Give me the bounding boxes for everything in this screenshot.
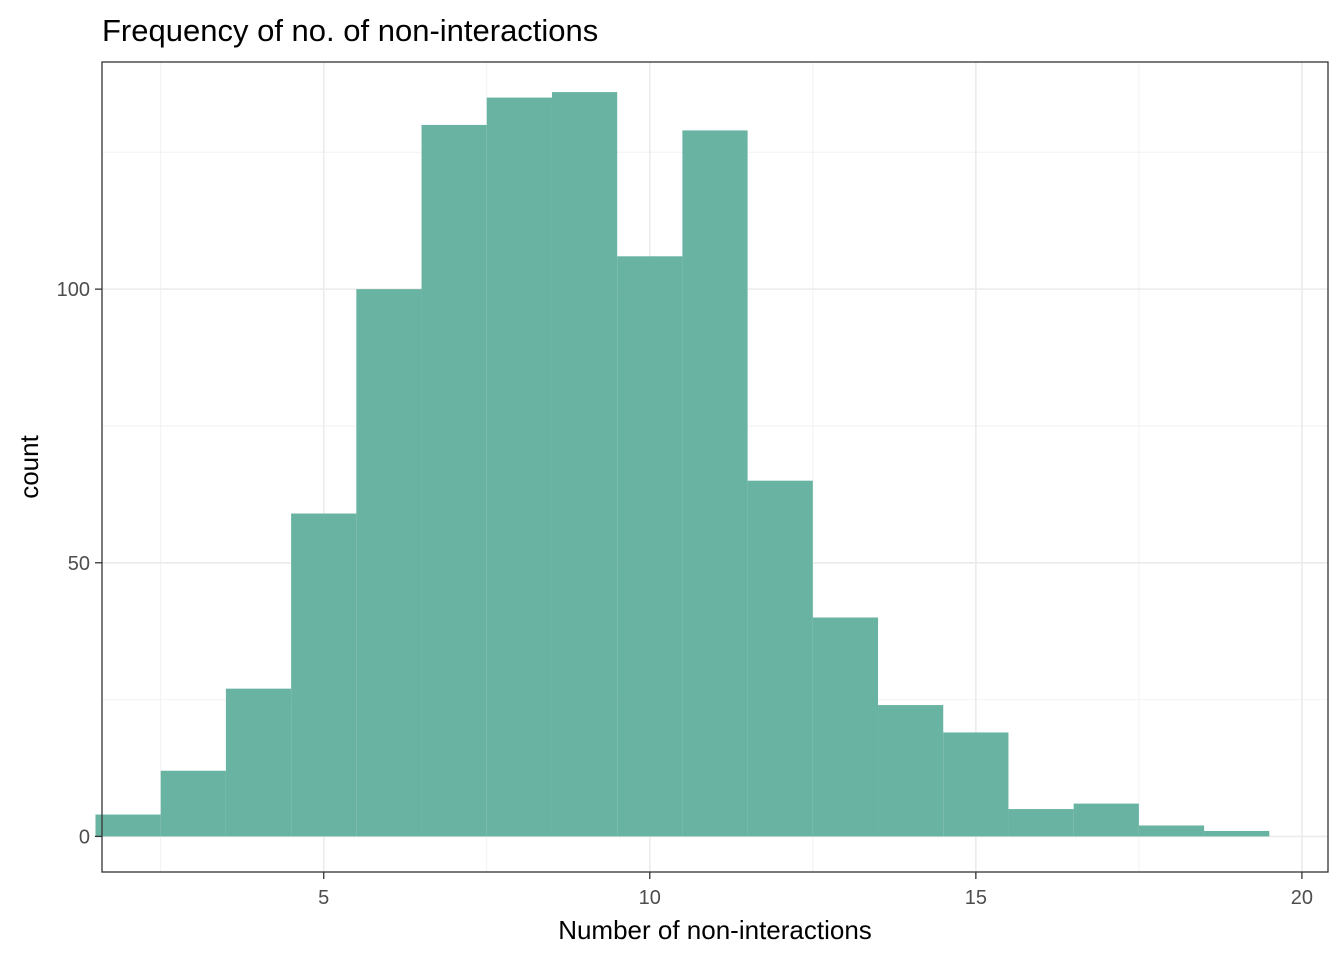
x-axis-label: Number of non-interactions (558, 915, 872, 945)
histogram-bar (878, 705, 944, 837)
histogram-bar (225, 688, 292, 837)
histogram-bar (812, 617, 879, 837)
histogram-bar (486, 97, 552, 837)
histogram-bar (1204, 830, 1270, 837)
histogram-bar (747, 480, 813, 837)
histogram-bar (1008, 809, 1074, 837)
x-tick-label: 5 (318, 887, 329, 909)
x-tick-label: 10 (639, 887, 661, 909)
x-axis-ticks: 5 10 15 20 (318, 872, 1313, 909)
histogram-bar (682, 130, 748, 837)
y-axis-label: count (14, 434, 44, 498)
y-tick-label: 0 (79, 826, 90, 848)
histogram-bar (1073, 803, 1139, 837)
histogram-bars (95, 92, 1270, 837)
y-axis-ticks: 0 50 100 (57, 279, 102, 848)
x-tick-label: 20 (1291, 887, 1313, 909)
histogram-bar (551, 92, 618, 837)
histogram-bar (1138, 825, 1205, 837)
histogram-bar (160, 770, 226, 837)
histogram-bar (95, 814, 161, 837)
chart-title: Frequency of no. of non-interactions (102, 13, 598, 48)
y-tick-label: 100 (57, 279, 90, 301)
y-tick-label: 50 (68, 553, 90, 575)
histogram-bar (356, 289, 422, 837)
histogram-bar (617, 256, 683, 837)
x-tick-label: 15 (965, 887, 987, 909)
histogram-bar (291, 513, 357, 837)
histogram-bar (421, 124, 487, 837)
plot-panel-border (101, 61, 1329, 873)
histogram-bar (943, 732, 1009, 837)
